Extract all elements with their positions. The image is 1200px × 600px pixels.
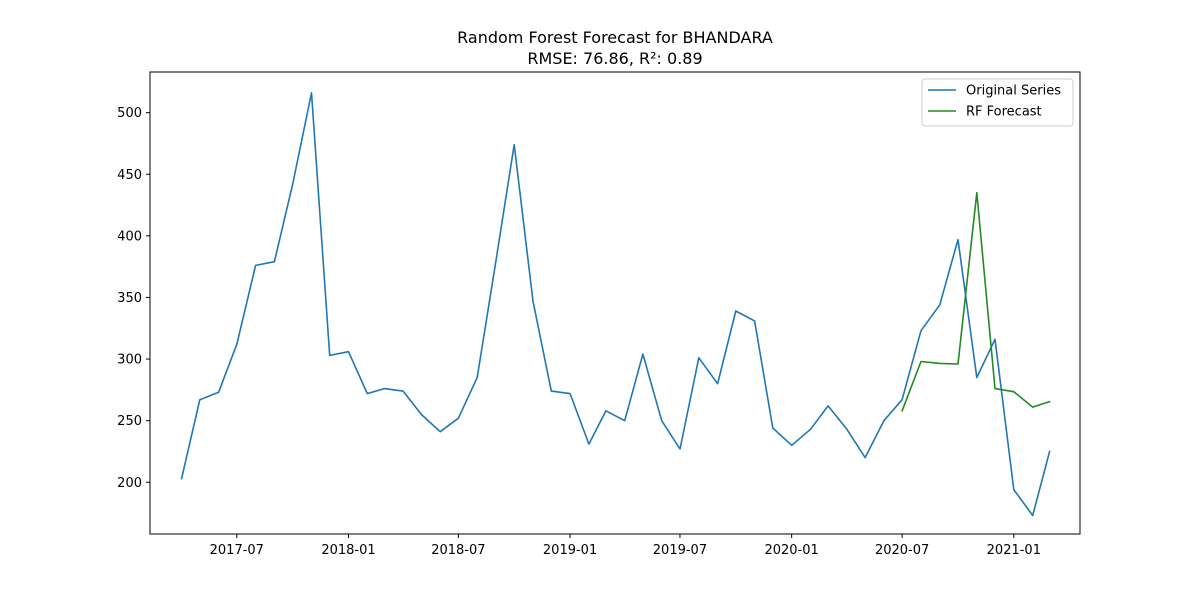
x-tick-label: 2019-07	[653, 543, 707, 558]
plot-area-frame	[149, 71, 1081, 535]
legend-box	[921, 78, 1074, 127]
legend-label: RF Forecast	[966, 105, 1042, 120]
y-tick-label: 500	[117, 106, 142, 121]
y-tick-label: 350	[117, 291, 142, 306]
x-tick-label: 2017-07	[210, 543, 264, 558]
x-tick-label: 2018-07	[431, 543, 485, 558]
y-tick-label: 250	[117, 414, 142, 429]
y-tick-label: 450	[117, 168, 142, 183]
legend-label: Original Series	[966, 84, 1061, 99]
chart-subtitle: RMSE: 76.86, R²: 0.89	[527, 49, 702, 68]
x-tick-label: 2021-01	[987, 543, 1041, 558]
series-line-rf-forecast	[901, 191, 1051, 412]
x-tick-label: 2020-01	[764, 543, 818, 558]
legend: Original Series RF Forecast	[921, 78, 1074, 127]
series-line-original	[180, 92, 1051, 517]
y-axis: 200 250 300 350 400 450 500	[117, 106, 150, 491]
chart-title: Random Forest Forecast for BHANDARA	[457, 28, 773, 47]
x-tick-label: 2018-01	[321, 543, 375, 558]
series-layer	[180, 92, 1051, 517]
x-axis: 2017-07 2018-01 2018-07 2019-01 2019-07 2020-…	[210, 534, 1041, 558]
y-tick-label: 200	[117, 476, 142, 491]
y-tick-label: 300	[117, 353, 142, 368]
y-tick-label: 400	[117, 229, 142, 244]
x-tick-label: 2020-07	[875, 543, 929, 558]
x-tick-label: 2019-01	[543, 543, 597, 558]
